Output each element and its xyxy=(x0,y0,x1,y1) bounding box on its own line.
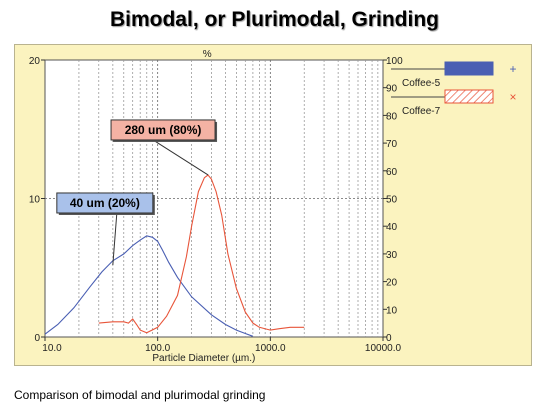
y-right-tick-label: 40 xyxy=(386,222,398,233)
x-tick-label: 10000.0 xyxy=(365,343,402,354)
annotation-label: 280 um (80%) xyxy=(125,123,202,137)
y-right-tick-label: 50 xyxy=(386,195,398,206)
y-right-tick-label: 10 xyxy=(386,305,398,316)
series-line-coffee-7 xyxy=(98,174,305,334)
y-right-tick-label: 80 xyxy=(386,111,398,122)
legend-label-coffee-7: Coffee-7 xyxy=(402,106,441,117)
x-tick-label: 10.0 xyxy=(42,343,62,354)
page-title: Bimodal, or Plurimodal, Grinding xyxy=(109,8,440,31)
legend-marker-coffee-5: + xyxy=(509,62,516,76)
annotation-leader xyxy=(152,139,209,176)
y-right-tick-label: 0 xyxy=(386,333,392,344)
annotation-box xyxy=(110,119,216,141)
chart-frame: 0 10 20 0 10 20 30 40 50 60 70 80 90 100 10.0 100.0 1000… xyxy=(14,44,532,366)
y-right-tick-label: 30 xyxy=(386,250,398,261)
chart-svg: 0 10 20 0 10 20 30 40 50 60 70 80 90 100 10.0 100.0 1000… xyxy=(29,49,517,364)
y-left-tick-label: 0 xyxy=(34,333,40,344)
y-right-tick-label: 20 xyxy=(386,278,398,289)
annotation-label: 40 um (20%) xyxy=(70,196,140,210)
y-right-tick-label: 100 xyxy=(386,56,403,67)
y-right-tick-label: 90 xyxy=(386,84,398,95)
y-right-tick-label: 70 xyxy=(386,139,398,150)
x-axis-label: Particle Diameter (µm.) xyxy=(152,353,255,364)
legend-swatch-coffee-7 xyxy=(444,89,494,104)
y-right-tick-label: 60 xyxy=(386,167,398,178)
y-axis-unit-label: % xyxy=(203,49,212,60)
y-left-tick-label: 20 xyxy=(29,56,41,67)
annotation-box xyxy=(56,192,154,214)
x-tick-label: 100.0 xyxy=(145,343,170,354)
caption: Comparison of bimodal and plurimodal gri… xyxy=(14,388,266,402)
legend-swatch-coffee-5 xyxy=(444,61,494,76)
annotation-leader xyxy=(112,212,118,266)
legend-label-coffee-5: Coffee-5 xyxy=(402,78,441,89)
series-line-coffee-5 xyxy=(44,235,254,337)
y-left-tick-label: 10 xyxy=(29,195,41,206)
x-tick-label: 1000.0 xyxy=(255,343,286,354)
legend-marker-coffee-7: × xyxy=(509,90,516,104)
